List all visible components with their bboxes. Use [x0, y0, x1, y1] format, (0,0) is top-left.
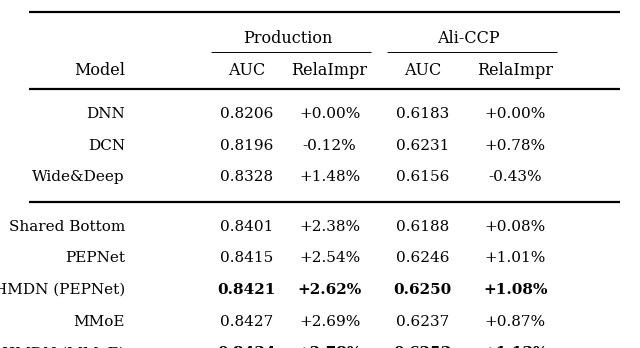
- Text: -0.43%: -0.43%: [488, 170, 542, 184]
- Text: +0.78%: +0.78%: [484, 139, 546, 152]
- Text: Ali-CCP: Ali-CCP: [438, 30, 500, 47]
- Text: 0.8328: 0.8328: [220, 170, 273, 184]
- Text: 0.8206: 0.8206: [220, 107, 273, 121]
- Text: Shared Bottom: Shared Bottom: [8, 220, 125, 234]
- Text: 0.6188: 0.6188: [396, 220, 449, 234]
- Text: 0.6250: 0.6250: [393, 283, 452, 297]
- Text: +0.87%: +0.87%: [484, 315, 546, 329]
- Text: +0.08%: +0.08%: [484, 220, 546, 234]
- Text: +1.01%: +1.01%: [484, 251, 546, 265]
- Text: +1.08%: +1.08%: [483, 283, 547, 297]
- Text: 0.8434: 0.8434: [217, 346, 276, 348]
- Text: AUC: AUC: [228, 62, 265, 79]
- Text: 0.6231: 0.6231: [396, 139, 449, 152]
- Text: +0.00%: +0.00%: [299, 107, 360, 121]
- Text: Production: Production: [243, 30, 333, 47]
- Text: +1.48%: +1.48%: [299, 170, 360, 184]
- Text: HMDN (MMoE): HMDN (MMoE): [2, 346, 125, 348]
- Text: RelaImpr: RelaImpr: [292, 62, 367, 79]
- Text: RelaImpr: RelaImpr: [477, 62, 553, 79]
- Text: 0.8427: 0.8427: [220, 315, 273, 329]
- Text: 0.6156: 0.6156: [396, 170, 449, 184]
- Text: +2.62%: +2.62%: [298, 283, 362, 297]
- Text: 0.8401: 0.8401: [220, 220, 273, 234]
- Text: +2.38%: +2.38%: [299, 220, 360, 234]
- Text: +2.78%: +2.78%: [298, 346, 362, 348]
- Text: HMDN (PEPNet): HMDN (PEPNet): [0, 283, 125, 297]
- Text: 0.6183: 0.6183: [396, 107, 449, 121]
- Text: +2.54%: +2.54%: [299, 251, 360, 265]
- Text: Wide&Deep: Wide&Deep: [32, 170, 125, 184]
- Text: 0.6253: 0.6253: [393, 346, 452, 348]
- Text: +0.00%: +0.00%: [484, 107, 546, 121]
- Text: +1.13%: +1.13%: [483, 346, 547, 348]
- Text: 0.6237: 0.6237: [396, 315, 449, 329]
- Text: PEPNet: PEPNet: [65, 251, 125, 265]
- Text: +2.69%: +2.69%: [299, 315, 360, 329]
- Text: -0.12%: -0.12%: [303, 139, 356, 152]
- Text: MMoE: MMoE: [74, 315, 125, 329]
- Text: AUC: AUC: [404, 62, 441, 79]
- Text: 0.6246: 0.6246: [396, 251, 449, 265]
- Text: 0.8421: 0.8421: [217, 283, 276, 297]
- Text: DCN: DCN: [88, 139, 125, 152]
- Text: 0.8196: 0.8196: [220, 139, 273, 152]
- Text: Model: Model: [74, 62, 125, 79]
- Text: 0.8415: 0.8415: [220, 251, 273, 265]
- Text: DNN: DNN: [86, 107, 125, 121]
